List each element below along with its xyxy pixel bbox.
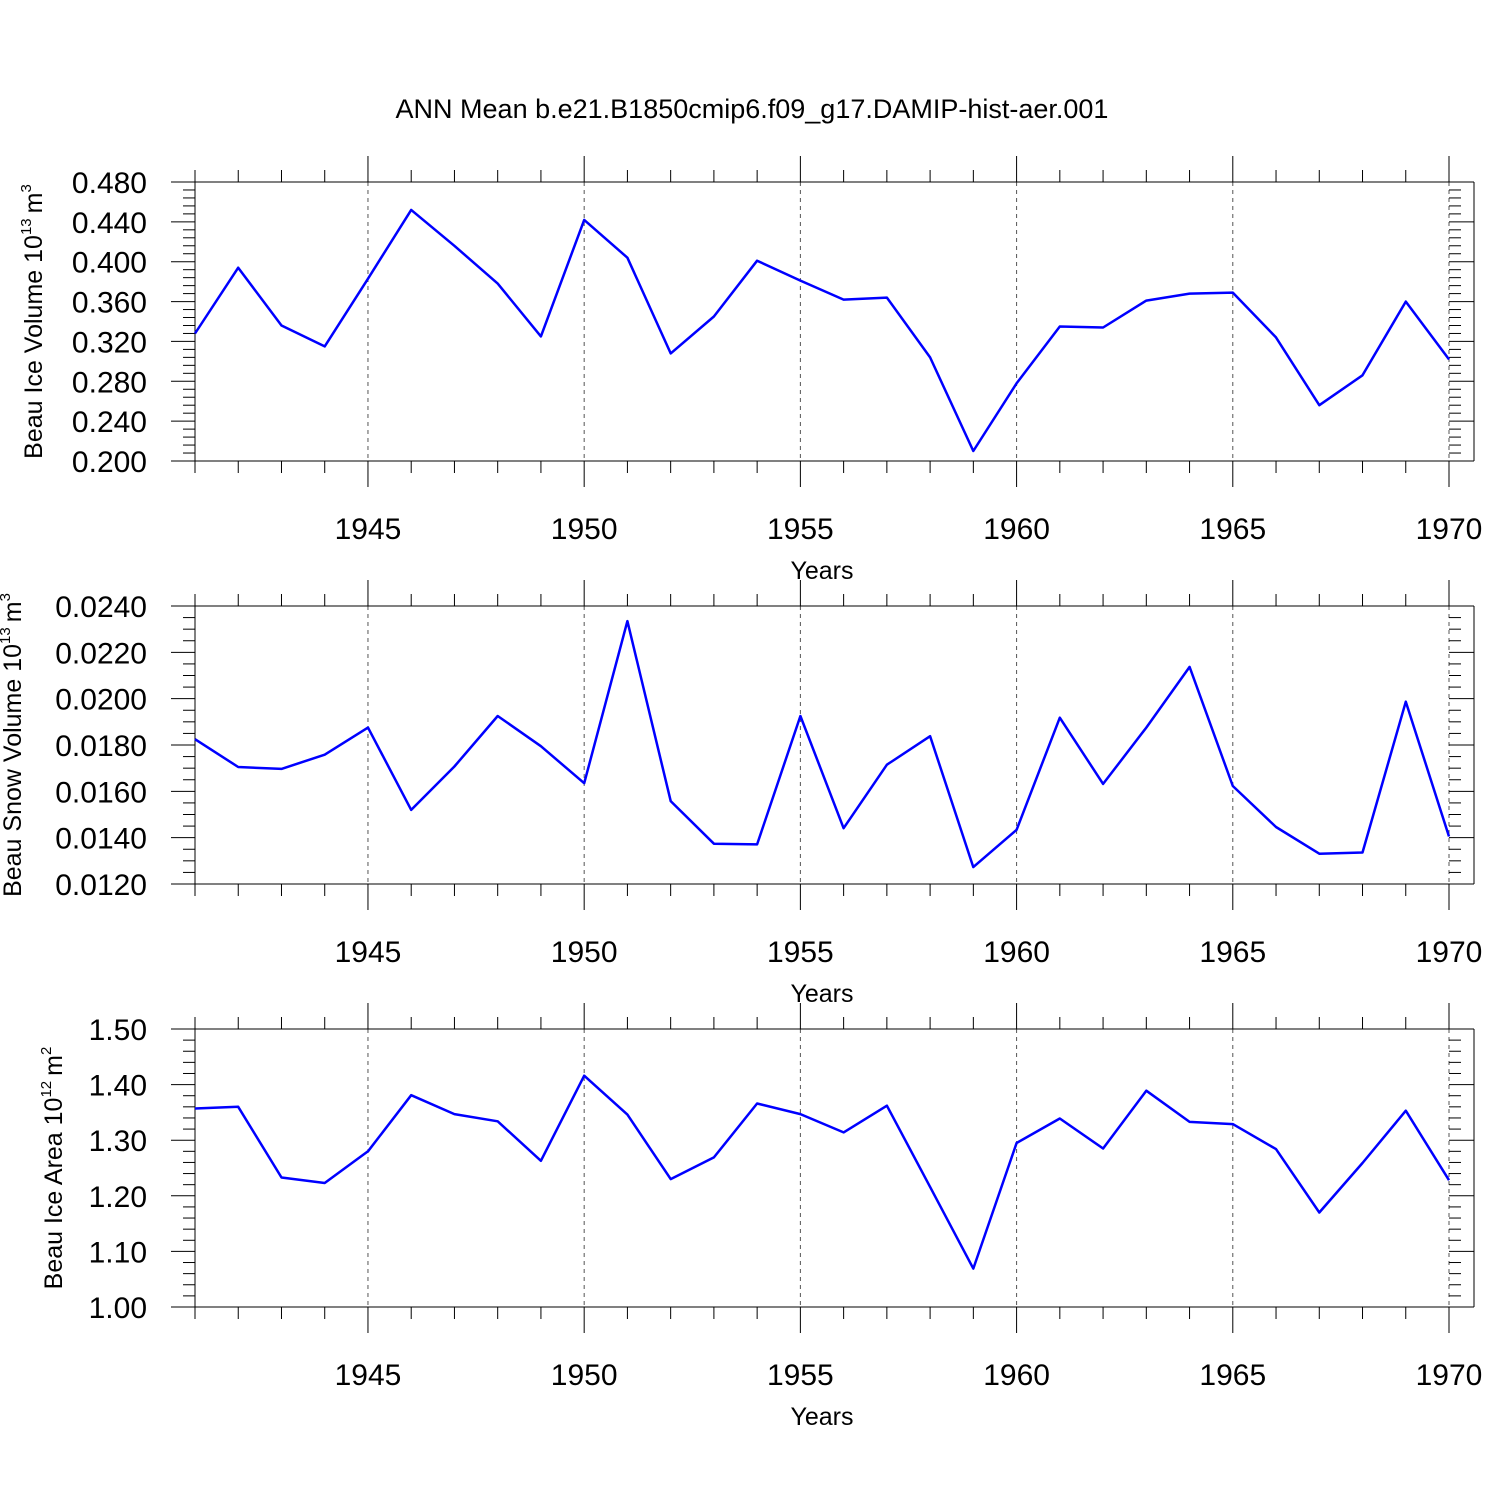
- y-tick-label: 0.360: [72, 287, 147, 320]
- y-tick-label: 0.0180: [55, 730, 147, 763]
- y-tick-label: 0.200: [72, 446, 147, 479]
- y-tick-label: 0.240: [72, 406, 147, 439]
- y-tick-label: 0.480: [72, 167, 147, 200]
- y-axis-title: Beau Snow Volume 1013 m3: [0, 593, 27, 897]
- x-tick-label: 1970: [1416, 513, 1483, 546]
- x-tick-label: 1945: [335, 936, 402, 969]
- x-tick-label: 1965: [1199, 936, 1266, 969]
- y-tick-label: 0.440: [72, 207, 147, 240]
- y-tick-label: 0.0200: [55, 684, 147, 717]
- x-tick-label: 1955: [767, 1359, 834, 1392]
- x-axis-title: Years: [790, 980, 853, 1008]
- x-axis-title: Years: [790, 1403, 853, 1431]
- x-tick-label: 1960: [983, 936, 1050, 969]
- series-line: [194, 619, 1451, 869]
- panel-2: 0.0120 0.0140 0.0160 0.0180 0.0200 0.0220 0.02…: [0, 580, 1482, 1008]
- y-tick-label: 1.10: [89, 1236, 147, 1269]
- y-tick-label: 1.30: [89, 1125, 147, 1158]
- panels: 0.200 0.240 0.280 0.320 0.360 0.400 0.440 0.480…: [0, 156, 1482, 1431]
- y-tick-label: 0.0240: [55, 591, 147, 624]
- y-tick-label: 0.0120: [55, 869, 147, 902]
- x-tick-label: 1955: [767, 513, 834, 546]
- x-tick-label: 1965: [1199, 1359, 1266, 1392]
- y-tick-label: 0.320: [72, 326, 147, 359]
- x-tick-label: 1945: [335, 1359, 402, 1392]
- figure-title: ANN Mean b.e21.B1850cmip6.f09_g17.DAMIP-…: [396, 94, 1109, 124]
- y-tick-label: 1.40: [89, 1070, 147, 1103]
- y-tick-label: 1.20: [89, 1181, 147, 1214]
- y-tick-label: 0.280: [72, 366, 147, 399]
- plot-frame: [194, 181, 1475, 462]
- x-tick-label: 1965: [1199, 513, 1266, 546]
- x-tick-label: 1945: [335, 513, 402, 546]
- y-tick-label: 0.400: [72, 247, 147, 280]
- x-tick-label: 1950: [551, 513, 618, 546]
- x-tick-label: 1950: [551, 936, 618, 969]
- y-axis-title: Beau Ice Area 1012 m2: [38, 1047, 68, 1290]
- y-axis-title: Beau Ice Volume 1013 m3: [18, 184, 48, 459]
- x-tick-label: 1970: [1416, 936, 1483, 969]
- y-tick-label: 0.0220: [55, 637, 147, 670]
- x-axis-title: Years: [790, 557, 853, 585]
- y-tick-label: 0.0160: [55, 776, 147, 809]
- x-tick-label: 1960: [983, 513, 1050, 546]
- panel-3: 1.00 1.10 1.20 1.30 1.40 1.50 1945 1950 1955 1960…: [38, 1003, 1482, 1431]
- plot-frame: [194, 605, 1475, 885]
- series-line: [193, 208, 1451, 453]
- x-tick-label: 1970: [1416, 1359, 1483, 1392]
- x-tick-label: 1960: [983, 1359, 1050, 1392]
- x-tick-label: 1950: [551, 1359, 618, 1392]
- panel-1: 0.200 0.240 0.280 0.320 0.360 0.400 0.440 0.480…: [18, 156, 1482, 585]
- y-tick-label: 1.00: [89, 1292, 147, 1325]
- plot-frame: [194, 1028, 1475, 1308]
- x-tick-label: 1955: [767, 936, 834, 969]
- y-tick-label: 1.50: [89, 1014, 147, 1047]
- y-tick-label: 0.0140: [55, 823, 147, 856]
- series-line: [194, 1074, 1451, 1270]
